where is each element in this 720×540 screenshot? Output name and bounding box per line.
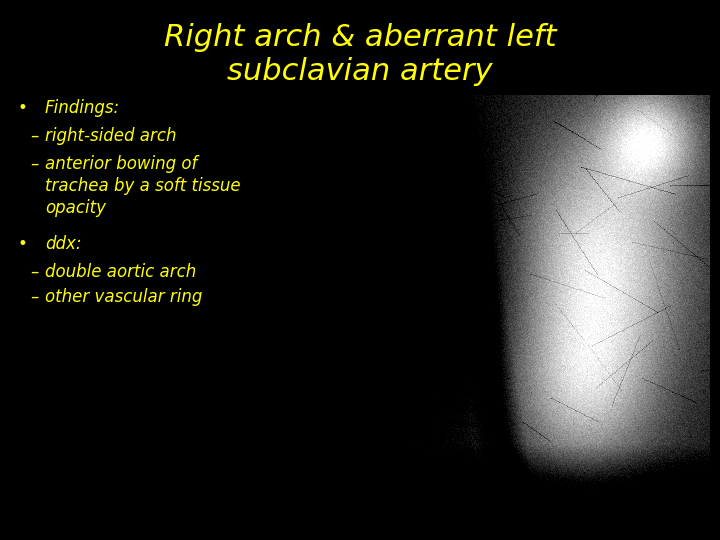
- Text: trachea by a soft tissue: trachea by a soft tissue: [45, 177, 240, 195]
- Text: –: –: [30, 288, 38, 306]
- Text: –: –: [30, 127, 38, 145]
- Text: •: •: [18, 99, 28, 117]
- Text: right-sided arch: right-sided arch: [45, 127, 176, 145]
- Text: –: –: [30, 263, 38, 281]
- Text: other vascular ring: other vascular ring: [45, 288, 202, 306]
- Text: –: –: [30, 155, 38, 173]
- Text: ddx:: ddx:: [45, 235, 81, 253]
- Text: subclavian artery: subclavian artery: [228, 57, 492, 86]
- Text: double aortic arch: double aortic arch: [45, 263, 197, 281]
- Text: Right arch & aberrant left: Right arch & aberrant left: [163, 24, 557, 52]
- Text: anterior bowing of: anterior bowing of: [45, 155, 197, 173]
- Text: Findings:: Findings:: [45, 99, 120, 117]
- Text: opacity: opacity: [45, 199, 106, 217]
- Text: •: •: [18, 235, 28, 253]
